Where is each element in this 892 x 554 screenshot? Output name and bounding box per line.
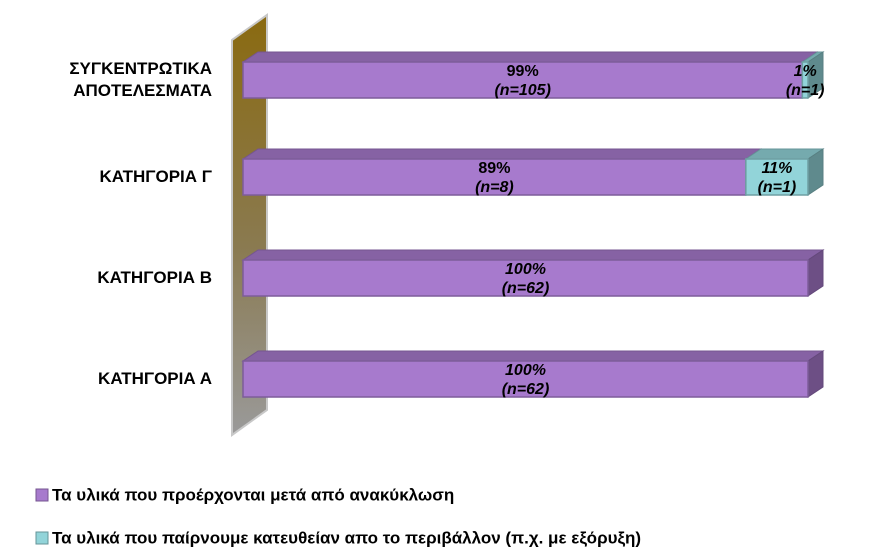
- count-label: (n=62): [502, 280, 550, 297]
- bar-top: [241, 51, 820, 63]
- bar-segment: [744, 148, 825, 196]
- category-label: ΚΑΤΗΓΟΡΙΑ Β: [97, 268, 212, 287]
- legend-label: Τα υλικά που προέρχονται μετά από ανακύκ…: [52, 485, 454, 504]
- value-label: 100%: [505, 362, 546, 379]
- value-label: 89%: [478, 160, 510, 177]
- count-label: (n=105): [494, 82, 550, 99]
- bar-front: [801, 61, 809, 99]
- category-label: ΚΑΤΗΓΟΡΙΑ Α: [98, 369, 212, 388]
- bar-front: [242, 61, 804, 99]
- bar-front: [242, 360, 809, 398]
- bar-top: [241, 249, 825, 261]
- legend-swatch: [35, 531, 49, 545]
- value-label: 99%: [507, 63, 539, 80]
- category-label: ΚΑΤΗΓΟΡΙΑ Γ: [99, 167, 212, 186]
- bar-segment: [800, 51, 825, 99]
- bar-segment: [241, 249, 825, 297]
- bar-top: [241, 350, 825, 362]
- count-label: (n=8): [475, 179, 514, 196]
- value-label: 11%: [762, 160, 793, 177]
- value-label: 1%: [794, 63, 817, 80]
- legend-swatch: [35, 488, 49, 502]
- bar-front: [242, 259, 809, 297]
- bar-front: [745, 158, 809, 196]
- count-label: (n=62): [502, 381, 550, 398]
- bar-segment: [241, 350, 825, 398]
- count-label: (n=1): [786, 82, 825, 99]
- bar-segment: [241, 51, 820, 99]
- count-label: (n=1): [758, 179, 797, 196]
- value-label: 100%: [505, 261, 546, 278]
- bar-top: [241, 148, 763, 160]
- category-label: ΣΥΓΚΕΝΤΡΩΤΙΚΑ ΑΠΟΤΕΛΕΣΜΑΤΑ: [69, 59, 212, 100]
- legend-label: Τα υλικά που παίρνουμε κατευθείαν απο το…: [52, 528, 641, 547]
- back-wall: [231, 13, 268, 437]
